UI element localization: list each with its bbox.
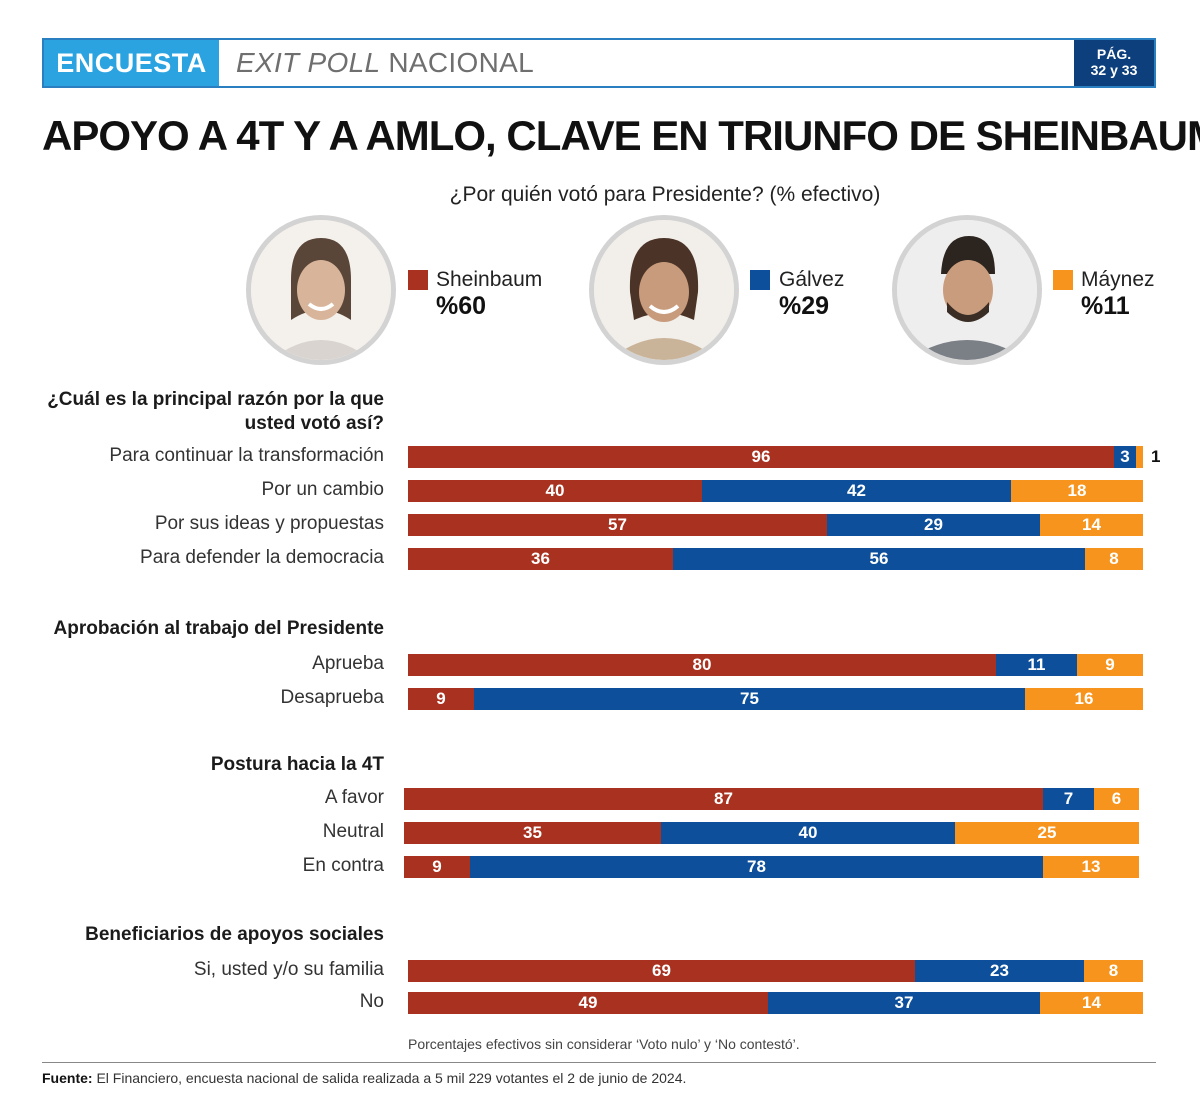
bar-segment-sheinbaum: 57: [408, 514, 827, 536]
bar-segment-sheinbaum: 35: [404, 822, 661, 844]
bar-segment-maynez: [1136, 446, 1143, 468]
bar-segment-maynez: 16: [1025, 688, 1143, 710]
section-tag: ENCUESTA: [44, 40, 219, 86]
chart-group-title: Beneficiarios de apoyos sociales: [85, 924, 384, 945]
section-title-italic: EXIT POLL: [236, 47, 381, 78]
bar-category-label: A favor: [324, 787, 384, 808]
stacked-bar: 36 56 8: [408, 548, 1143, 570]
candidate-portrait-sheinbaum: [246, 215, 396, 365]
legend-name-maynez: Máynez: [1081, 268, 1155, 291]
legend-swatch-maynez: [1053, 270, 1073, 290]
bar-category-label: Por sus ideas y propuestas: [154, 513, 384, 534]
bar-segment-maynez: 6: [1094, 788, 1139, 810]
bar-category-label: Para continuar la transformación: [109, 445, 384, 466]
bar-segment-sheinbaum: 49: [408, 992, 768, 1014]
bar-segment-maynez: 18: [1011, 480, 1143, 502]
bar-segment-sheinbaum: 69: [408, 960, 915, 982]
candidate-portrait-galvez: [589, 215, 739, 365]
stacked-bar: 49 37 14: [408, 992, 1143, 1014]
bar-segment-galvez: 29: [827, 514, 1040, 536]
stacked-bar: 40 42 18: [408, 480, 1143, 502]
chart-group-title: Postura hacia la 4T: [210, 754, 384, 775]
stacked-bar: 9 78 13: [404, 856, 1139, 878]
legend-name-galvez: Gálvez: [779, 268, 845, 291]
bar-segment-sheinbaum: 9: [404, 856, 470, 878]
bar-category-label: Para defender la democracia: [140, 547, 384, 568]
bar-category-label: No: [359, 991, 384, 1012]
bar-segment-galvez: 3: [1114, 446, 1136, 468]
bar-segment-galvez: 11: [996, 654, 1077, 676]
bar-category-label: Neutral: [322, 821, 384, 842]
bar-segment-sheinbaum: 96: [408, 446, 1114, 468]
section-header: ENCUESTA EXIT POLL NACIONAL PÁG. 32 y 33: [42, 38, 1156, 88]
portrait-illustration: [897, 220, 1037, 360]
stacked-bar: 87 7 6: [404, 788, 1139, 810]
bar-segment-galvez: 78: [470, 856, 1043, 878]
bar-category-label: Por un cambio: [261, 479, 384, 500]
bar-value-label-maynez: 1: [1151, 447, 1161, 466]
legend-swatch-sheinbaum: [408, 270, 428, 290]
bar-category-label: Si, usted y/o su familia: [193, 959, 384, 980]
chart-group-title: ¿Cuál es la principal razón por la que u…: [47, 389, 384, 434]
portrait-illustration: [594, 220, 734, 360]
stacked-bar: 69 23 8: [408, 960, 1143, 982]
bar-segment-galvez: 7: [1043, 788, 1094, 810]
bar-segment-maynez: 14: [1040, 992, 1143, 1014]
headline: APOYO A 4T Y A AMLO, CLAVE EN TRIUNFO DE…: [42, 112, 1200, 159]
chart-group-title: Aprobación al trabajo del Presidente: [53, 618, 384, 639]
page-reference-label: PÁG.: [1096, 46, 1132, 62]
legend-swatch-galvez: [750, 270, 770, 290]
bar-category-label: Desaprueba: [280, 687, 384, 708]
legend-value-galvez: %29: [779, 292, 830, 320]
bar-segment-galvez: 42: [702, 480, 1011, 502]
page-reference-numbers: 32 y 33: [1090, 62, 1138, 78]
bar-segment-sheinbaum: 87: [404, 788, 1043, 810]
stacked-bar: 35 40 25: [404, 822, 1139, 844]
bar-segment-maynez: 25: [955, 822, 1139, 844]
source-line: Fuente: El Financiero, encuesta nacional…: [42, 1070, 686, 1086]
section-title: EXIT POLL NACIONAL: [236, 40, 534, 86]
bar-category-label: Aprueba: [312, 653, 384, 674]
stacked-bar: 96 3 1: [408, 446, 1160, 468]
section-title-rest: NACIONAL: [380, 47, 534, 78]
stacked-bar: 9 75 16: [408, 688, 1143, 710]
bar-segment-sheinbaum: 40: [408, 480, 702, 502]
chart-question: ¿Por quién votó para Presidente? (% efec…: [449, 183, 881, 206]
bar-category-label: En contra: [302, 855, 384, 876]
bar-segment-galvez: 40: [661, 822, 955, 844]
footer-divider: [42, 1062, 1156, 1063]
bar-segment-maynez: 8: [1084, 960, 1143, 982]
bar-segment-maynez: 13: [1043, 856, 1139, 878]
bar-segment-galvez: 23: [915, 960, 1084, 982]
bar-segment-galvez: 75: [474, 688, 1025, 710]
bar-segment-maynez: 8: [1085, 548, 1143, 570]
page-reference: PÁG. 32 y 33: [1074, 40, 1154, 86]
bar-segment-sheinbaum: 80: [408, 654, 996, 676]
chart-note: Porcentajes efectivos sin considerar ‘Vo…: [408, 1036, 800, 1052]
legend-value-sheinbaum: %60: [436, 292, 487, 320]
legend-value-maynez: %11: [1081, 292, 1130, 320]
bar-segment-sheinbaum: 9: [408, 688, 474, 710]
portrait-illustration: [251, 220, 391, 360]
candidate-portrait-maynez: [892, 215, 1042, 365]
stacked-bar: 80 11 9: [408, 654, 1143, 676]
bar-segment-maynez: 14: [1040, 514, 1143, 536]
source-label: Fuente:: [42, 1070, 93, 1086]
legend-name-sheinbaum: Sheinbaum: [436, 268, 543, 291]
bar-segment-galvez: 56: [673, 548, 1085, 570]
source-text: El Financiero, encuesta nacional de sali…: [92, 1070, 687, 1086]
stacked-bar: 57 29 14: [408, 514, 1143, 536]
bar-segment-sheinbaum: 36: [408, 548, 673, 570]
bar-segment-maynez: 9: [1077, 654, 1143, 676]
bar-segment-galvez: 37: [768, 992, 1040, 1014]
